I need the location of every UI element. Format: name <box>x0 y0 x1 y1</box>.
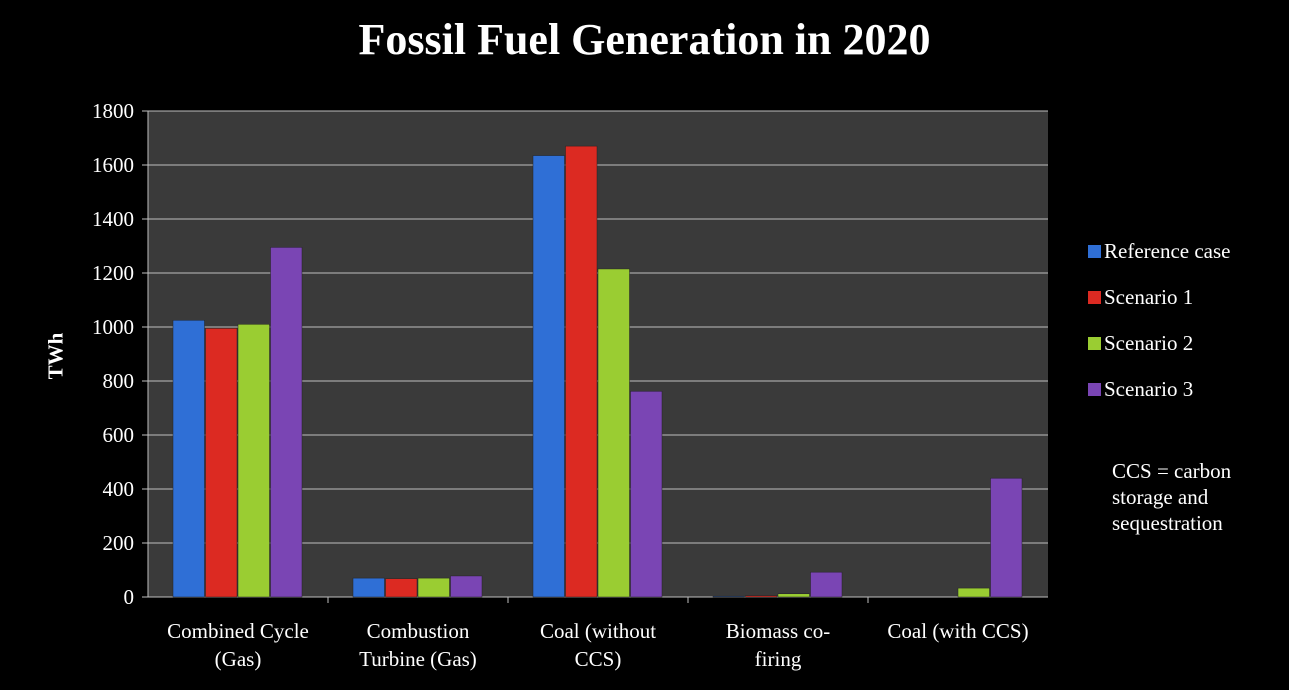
bar <box>352 577 385 598</box>
bar <box>417 577 450 598</box>
y-tick-label: 1000 <box>92 315 134 339</box>
y-tick-label: 1600 <box>92 153 134 177</box>
legend-item: Scenario 1 <box>1088 274 1230 320</box>
bar <box>237 324 270 598</box>
legend-item: Reference case <box>1088 228 1230 274</box>
bar <box>532 155 565 598</box>
note-line: storage and <box>1112 485 1209 509</box>
legend-swatch <box>1088 244 1101 258</box>
y-tick-label: 1800 <box>92 99 134 123</box>
x-tick-label: Biomass co- <box>726 619 830 643</box>
legend-label: Scenario 2 <box>1104 330 1194 355</box>
bar <box>565 145 598 598</box>
legend-swatch <box>1088 290 1101 304</box>
bar <box>205 328 238 598</box>
legend-swatch <box>1088 336 1101 350</box>
y-axis-label: TWh <box>43 332 68 380</box>
x-tick-label: Combustion <box>367 619 470 643</box>
ccs-note: CCS = carbon storage and sequestration <box>1112 458 1282 536</box>
bar <box>957 587 990 598</box>
x-tick-label: (Gas) <box>215 647 262 671</box>
y-tick-label: 800 <box>103 369 135 393</box>
y-tick-label: 1400 <box>92 207 134 231</box>
x-tick-label: Turbine (Gas) <box>359 647 477 671</box>
bar <box>810 571 843 598</box>
legend-item: Scenario 3 <box>1088 366 1230 412</box>
bar <box>630 391 663 598</box>
bar <box>270 247 303 598</box>
y-tick-label: 0 <box>124 585 135 609</box>
legend-label: Scenario 1 <box>1104 284 1194 309</box>
x-tick-label: Coal (with CCS) <box>887 619 1028 643</box>
bar <box>777 593 810 598</box>
legend-label: Scenario 3 <box>1104 376 1194 401</box>
chart-title: Fossil Fuel Generation in 2020 <box>358 15 931 64</box>
y-tick-label: 400 <box>103 477 135 501</box>
bar <box>450 575 483 598</box>
bar <box>745 595 778 598</box>
bar <box>597 268 630 598</box>
x-tick-label: Combined Cycle <box>167 619 309 643</box>
legend-label: Reference case <box>1104 238 1231 263</box>
x-tick-label: Coal (without <box>540 619 656 643</box>
x-tick-label: firing <box>755 647 802 671</box>
bar <box>712 595 745 598</box>
note-line: sequestration <box>1112 511 1223 535</box>
bar <box>172 320 205 598</box>
y-tick-label: 600 <box>103 423 135 447</box>
legend-swatch <box>1088 382 1101 396</box>
bar <box>385 578 418 598</box>
x-tick-label: CCS) <box>575 647 622 671</box>
y-tick-label: 1200 <box>92 261 134 285</box>
bar <box>990 477 1023 598</box>
legend: Reference case Scenario 1 Scenario 2 Sce… <box>1088 228 1230 412</box>
legend-item: Scenario 2 <box>1088 320 1230 366</box>
note-line: CCS = carbon <box>1112 459 1232 483</box>
y-tick-label: 200 <box>103 531 135 555</box>
